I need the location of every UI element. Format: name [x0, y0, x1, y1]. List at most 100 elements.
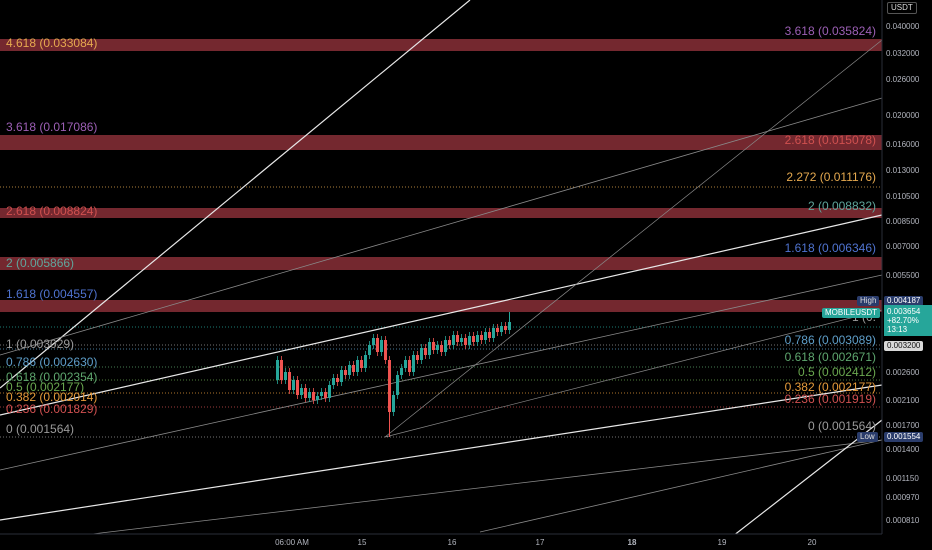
candle-body [440, 345, 443, 352]
y-tick-label: 0.005500 [886, 271, 920, 280]
fib-label: 0.618 (0.002671) [785, 350, 876, 364]
time-axis[interactable]: 06:00 AM 15 16 17 18 19 20 [0, 533, 932, 550]
trend-lines [0, 0, 883, 550]
candle-body [336, 378, 339, 382]
y-tick-label: 0.010500 [886, 192, 920, 201]
candle-body [464, 338, 467, 345]
low-label: Low [857, 432, 878, 442]
fib-labels-right: 3.618 (0.035824) 2.618 (0.015078) 2.272 (0… [785, 24, 876, 433]
fib-label: 0.5 (0.002177) [6, 380, 84, 394]
candle-body [276, 360, 279, 380]
fib-label: 0.5 (0.002412) [798, 365, 876, 379]
fib-label: 4.618 (0.033084) [6, 36, 97, 50]
candle-body [496, 328, 499, 332]
candlesticks[interactable] [276, 312, 511, 437]
candle-body [480, 335, 483, 340]
fib-labels-left: 4.618 (0.033084) 3.618 (0.017086) 2.618 (0… [6, 36, 97, 436]
candle-body [420, 348, 423, 360]
candle-body [316, 396, 319, 400]
candle-body [340, 370, 343, 382]
candle-body [392, 395, 395, 412]
candle-body [320, 392, 323, 396]
candle-body [444, 340, 447, 352]
candle-body [408, 360, 411, 372]
high-value: 0.004187 [884, 296, 924, 306]
candle-body [328, 385, 331, 398]
candle-body [292, 380, 295, 390]
fib-label: 1 (0.003029) [6, 337, 74, 351]
candle-body [304, 388, 307, 398]
fib-level-lines [0, 186, 882, 438]
candle-body [308, 392, 311, 398]
candle-body [360, 360, 363, 368]
price-axis[interactable]: 0.040000 0.032000 0.026000 0.020000 0.016000… [881, 0, 932, 534]
fib-label: 0.382 (0.002014) [6, 390, 97, 404]
candle-body [300, 388, 303, 395]
candle-body [412, 355, 415, 372]
candle-body [368, 345, 371, 355]
candle-body [356, 360, 359, 372]
y-tick-label: 0.040000 [886, 22, 920, 31]
candle-body [296, 380, 299, 395]
y-tick-label: 0.016000 [886, 140, 920, 149]
currency-label[interactable]: USDT [887, 2, 917, 14]
y-tick-label: 0.007000 [886, 242, 920, 251]
symbol-label[interactable]: MOBILEUSDT [822, 308, 881, 318]
candle-body [344, 370, 347, 375]
candle-body [348, 365, 351, 375]
y-tick-label: 0.002600 [886, 368, 920, 377]
candle-body [436, 345, 439, 350]
x-tick-label: 16 [448, 538, 457, 547]
current-price-box: 0.003654 +82.70% 13:13 [884, 305, 932, 336]
y-tick-label: 0.001400 [886, 445, 920, 454]
fib-band [0, 135, 882, 150]
candle-body [500, 326, 503, 332]
candle-body [352, 365, 355, 372]
candle-body [456, 335, 459, 342]
y-tick-label: 0.000970 [886, 493, 920, 502]
price-change: +82.70% [887, 316, 919, 325]
candle-body [288, 372, 291, 390]
fib-label: 0.236 (0.001919) [785, 392, 876, 406]
candle-body [404, 360, 407, 368]
x-tick-label: 18 [628, 538, 637, 547]
fib-label: 2.272 (0.011176) [786, 170, 876, 184]
candle-body [432, 342, 435, 350]
fib-label: 0.236 (0.001829) [6, 402, 97, 416]
fib-label: 1.618 (0.006346) [785, 241, 876, 255]
fib-label: 2 (0.008832) [808, 199, 876, 213]
candle-body [416, 355, 419, 360]
level-badge: 0.003200 [884, 341, 924, 351]
fib-label: 0 (0.001564) [808, 419, 876, 433]
fib-label: 3.618 (0.017086) [6, 120, 97, 134]
fib-band [0, 257, 882, 270]
candle-body [312, 392, 315, 400]
fib-label: 0.618 (0.002354) [6, 370, 97, 384]
x-tick-label: 19 [718, 538, 727, 547]
fib-label: 0.786 (0.003089) [785, 333, 876, 347]
candle-body [492, 328, 495, 338]
candle-body [364, 355, 367, 368]
candle-body [468, 336, 471, 345]
x-tick-label: 15 [358, 538, 367, 547]
y-tick-label: 0.001150 [886, 474, 919, 483]
candle-body [472, 336, 475, 342]
y-tick-label: 0.013000 [886, 166, 920, 175]
candle-body [380, 340, 383, 352]
fib-label: 2.618 (0.015078) [785, 133, 876, 147]
candle-body [476, 335, 479, 342]
y-tick-label: 0.020000 [886, 111, 920, 120]
y-tick-label: 0.026000 [886, 75, 920, 84]
x-tick-label: 17 [536, 538, 545, 547]
fib-label: 0.382 (0.002177) [785, 380, 876, 394]
candle-body [324, 392, 327, 398]
y-tick-label: 0.000810 [886, 516, 920, 525]
candle-body [396, 375, 399, 395]
candle-body [448, 340, 451, 345]
low-value: 0.001554 [884, 432, 924, 442]
y-tick-label: 0.032000 [886, 49, 920, 58]
fib-label: 2 (0.005866) [6, 256, 74, 270]
candle-body [452, 335, 455, 345]
fib-label: 1.618 (0.004557) [6, 287, 97, 301]
